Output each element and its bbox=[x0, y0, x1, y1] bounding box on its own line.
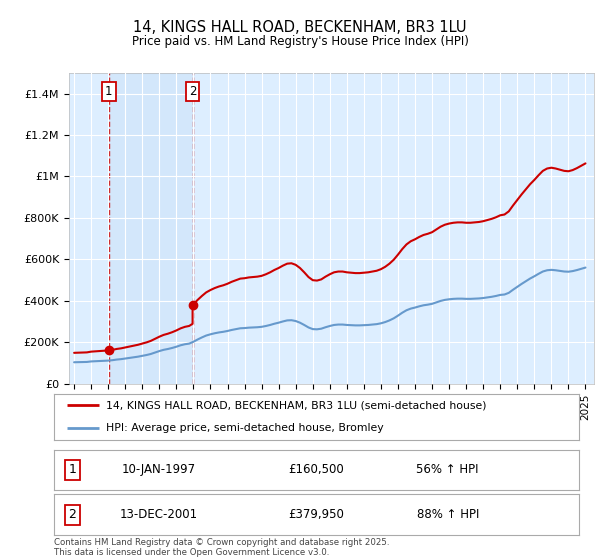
Text: Price paid vs. HM Land Registry's House Price Index (HPI): Price paid vs. HM Land Registry's House … bbox=[131, 35, 469, 48]
Text: 1: 1 bbox=[68, 463, 76, 477]
Text: 13-DEC-2001: 13-DEC-2001 bbox=[120, 508, 198, 521]
Bar bbox=[109, 73, 193, 384]
Text: 14, KINGS HALL ROAD, BECKENHAM, BR3 1LU: 14, KINGS HALL ROAD, BECKENHAM, BR3 1LU bbox=[133, 20, 467, 35]
Text: HPI: Average price, semi-detached house, Bromley: HPI: Average price, semi-detached house,… bbox=[107, 423, 384, 433]
Text: 2: 2 bbox=[189, 85, 196, 98]
Text: 88% ↑ HPI: 88% ↑ HPI bbox=[416, 508, 479, 521]
Text: 56% ↑ HPI: 56% ↑ HPI bbox=[416, 463, 479, 477]
Text: £160,500: £160,500 bbox=[289, 463, 344, 477]
Text: 10-JAN-1997: 10-JAN-1997 bbox=[122, 463, 196, 477]
Text: £379,950: £379,950 bbox=[289, 508, 344, 521]
Text: 2: 2 bbox=[68, 508, 76, 521]
Text: 1: 1 bbox=[105, 85, 113, 98]
Text: 14, KINGS HALL ROAD, BECKENHAM, BR3 1LU (semi-detached house): 14, KINGS HALL ROAD, BECKENHAM, BR3 1LU … bbox=[107, 400, 487, 410]
Text: Contains HM Land Registry data © Crown copyright and database right 2025.
This d: Contains HM Land Registry data © Crown c… bbox=[54, 538, 389, 557]
